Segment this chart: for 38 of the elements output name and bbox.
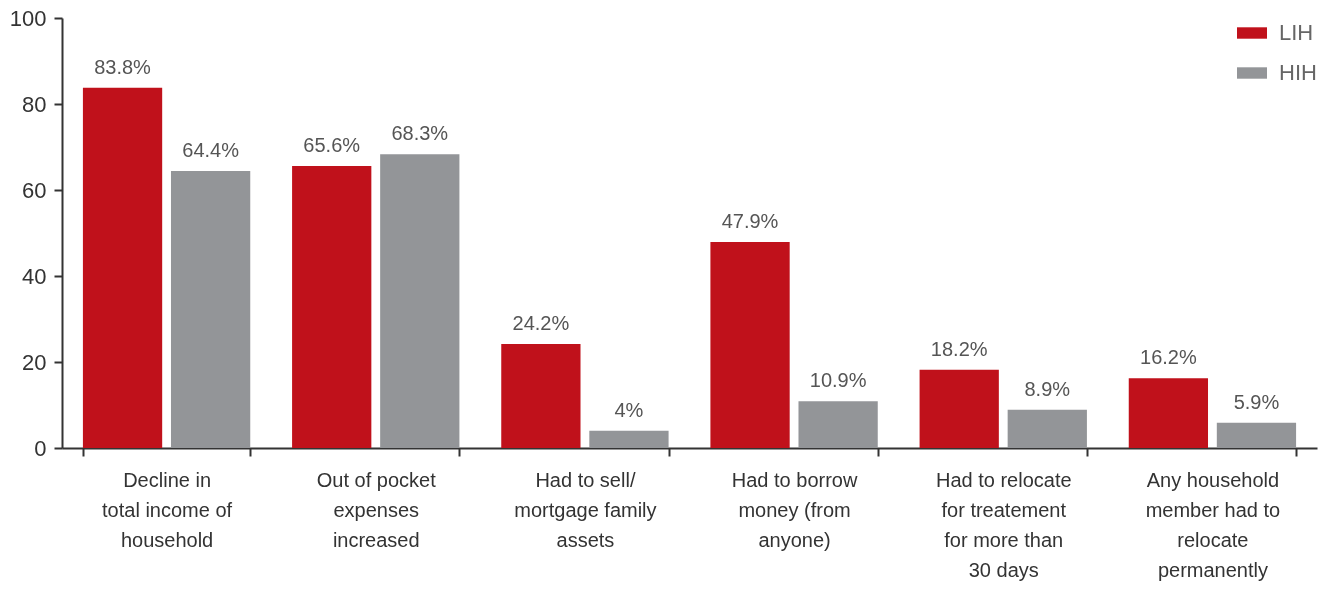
bar: [798, 401, 878, 448]
bar: [380, 154, 460, 448]
data-label: 47.9%: [721, 210, 779, 233]
bar: [710, 242, 790, 448]
data-label: 18.2%: [930, 337, 988, 360]
y-tick-label: 80: [22, 91, 47, 117]
bar: [1007, 409, 1087, 448]
bar: [170, 171, 251, 448]
bar: [82, 87, 163, 448]
data-label: 83.8%: [94, 55, 152, 78]
x-tick-label: Had to sell/ mortgage family assets: [514, 468, 657, 551]
data-label: 68.3%: [391, 122, 449, 145]
x-tick-label: Had to relocate for treatement for more than 30 days: [935, 468, 1072, 581]
legend-label: HIH: [1279, 60, 1317, 85]
x-tick-label: Any household member had to relocate permanently: [1145, 468, 1281, 581]
y-tick-label: 60: [22, 177, 47, 203]
data-label: 16.2%: [1140, 346, 1197, 369]
y-tick-label: 0: [34, 435, 47, 461]
bar: [292, 165, 372, 448]
bar: [1128, 378, 1209, 448]
data-label: 10.9%: [809, 369, 867, 392]
legend-label: LIH: [1279, 20, 1314, 45]
y-tick-label: 40: [22, 263, 47, 289]
data-label: 5.9%: [1233, 390, 1280, 413]
y-tick-label: 20: [22, 349, 47, 375]
x-tick-label: Decline in total income of household: [102, 468, 233, 551]
data-label: 65.6%: [303, 133, 361, 156]
data-label: 8.9%: [1024, 377, 1071, 400]
x-tick-label: Out of pocket expenses increased: [316, 468, 437, 551]
y-tick-label: 100: [9, 5, 47, 31]
bar: [919, 369, 999, 448]
data-label: 24.2%: [512, 311, 570, 334]
bar: [589, 430, 669, 448]
data-label: 4%: [614, 398, 644, 421]
bar: [501, 343, 581, 448]
x-tick-label: Had to borrow money (from anyone): [731, 468, 858, 551]
bar: [1216, 422, 1297, 448]
data-label: 64.4%: [182, 139, 240, 162]
